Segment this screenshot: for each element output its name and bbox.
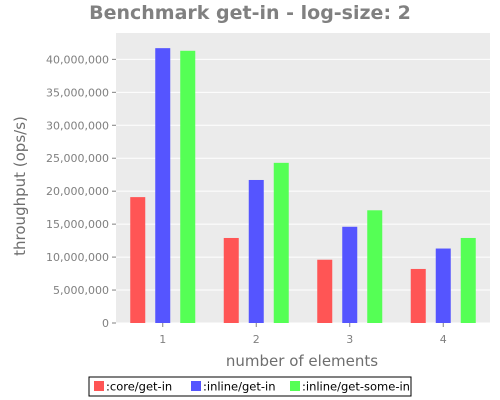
y-tick-label: 10,000,000 [46, 251, 109, 264]
y-tick-label: 35,000,000 [46, 86, 109, 99]
bar-2-4 [435, 248, 451, 323]
legend-label: :inline/get-in [203, 380, 276, 394]
legend-swatch [290, 381, 300, 391]
bar-1-2 [223, 237, 239, 323]
plot-area [116, 33, 490, 323]
bar-3-3 [367, 210, 383, 323]
x-tick-label: 3 [346, 333, 353, 346]
legend-box [88, 376, 412, 397]
bars [130, 48, 476, 324]
bar-3-1 [180, 50, 196, 323]
y-tick-label: 30,000,000 [46, 119, 109, 132]
bar-1-1 [130, 197, 146, 323]
bar-3-4 [460, 237, 476, 323]
y-tick-label: 20,000,000 [46, 185, 109, 198]
bar-2-2 [248, 179, 264, 323]
bar-3-2 [273, 162, 289, 323]
x-axis-ticks: 1 2 3 4 [159, 323, 447, 346]
bar-2-1 [155, 48, 171, 324]
gridlines [116, 58, 490, 324]
x-tick-label: 2 [253, 333, 260, 346]
bar-2-3 [342, 226, 358, 323]
y-tick-label: 25,000,000 [46, 152, 109, 165]
y-tick-label: 5,000,000 [53, 284, 109, 297]
x-axis-title: number of elements [226, 352, 378, 370]
legend: :core/get-in :inline/get-in :inline/get-so… [94, 380, 410, 394]
legend-label: :inline/get-some-in [302, 380, 410, 394]
x-tick-label: 1 [159, 333, 166, 346]
chart-title: Benchmark get-in - log-size: 2 [89, 2, 411, 24]
bar-1-4 [410, 268, 426, 323]
legend-label: :core/get-in [106, 380, 172, 394]
legend-swatch [94, 381, 104, 391]
y-tick-label: 0 [102, 317, 109, 330]
y-axis-title: throughput (ops/s) [11, 116, 29, 256]
x-tick-label: 4 [440, 333, 447, 346]
y-tick-label: 40,000,000 [46, 53, 109, 66]
y-axis-ticks: 0 5,000,000 10,000,000 15,000,000 20,000,000… [46, 53, 116, 330]
y-tick-label: 15,000,000 [46, 218, 109, 231]
legend-swatch [191, 381, 201, 391]
bar-1-3 [317, 259, 333, 323]
